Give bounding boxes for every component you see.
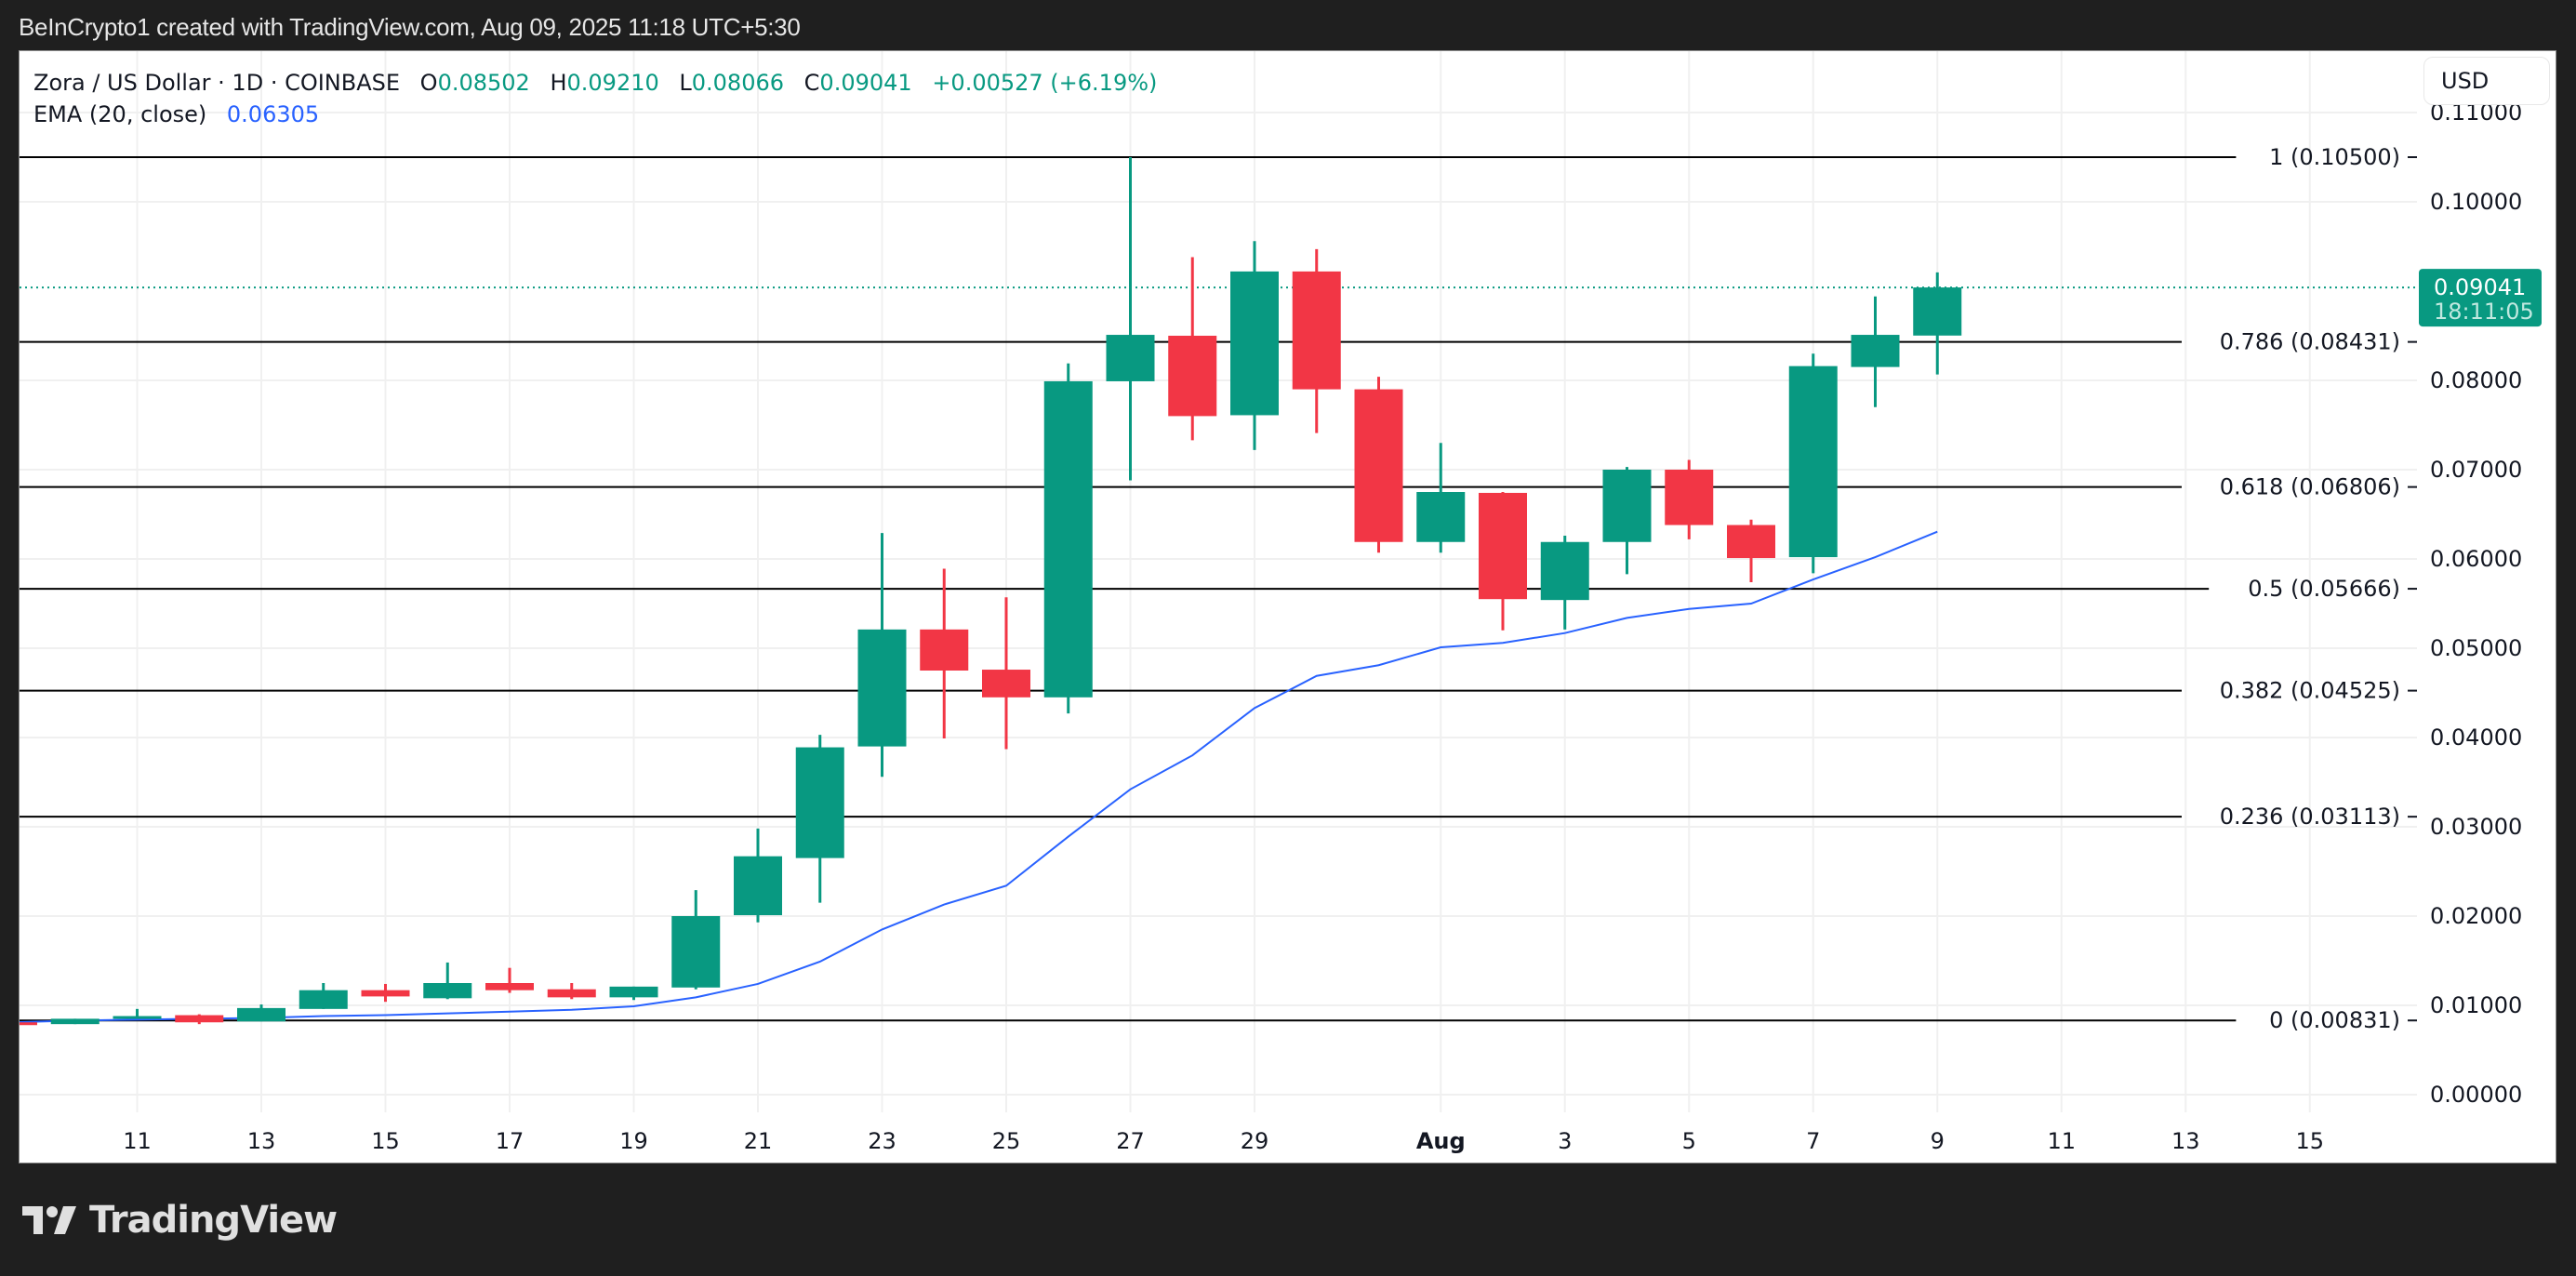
x-axis-label: 11 — [2047, 1128, 2076, 1154]
x-axis-label: 27 — [1116, 1128, 1145, 1154]
currency-button[interactable]: USD — [2423, 57, 2550, 105]
low-value: 0.08066 — [691, 70, 785, 96]
candle-up[interactable] — [671, 916, 721, 988]
x-axis-label: 21 — [744, 1128, 773, 1154]
x-axis-label: 19 — [619, 1128, 648, 1154]
candle-down[interactable] — [1292, 271, 1341, 390]
x-axis-label: 17 — [496, 1128, 524, 1154]
fib-level-label: 0.5 (0.05666) — [2248, 576, 2400, 602]
candlestick-chart[interactable]: 0.00000 0.01000 0.02000 0.03000 0.04000 0.050… — [20, 51, 2556, 1163]
close-value: 0.09041 — [819, 70, 912, 96]
fib-level-label: 0.382 (0.04525) — [2220, 678, 2400, 704]
candle-up[interactable] — [423, 983, 472, 999]
chart-legend: Zora / US Dollar · 1D · COINBASE O0.0850… — [33, 67, 1157, 130]
fib-level-label: 0.236 (0.03113) — [2220, 804, 2400, 830]
y-axis-label: 0.00000 — [2430, 1082, 2522, 1108]
x-axis-label: 11 — [123, 1128, 152, 1154]
candle-up[interactable] — [299, 990, 348, 1009]
candle-up[interactable] — [734, 856, 782, 916]
candle-up[interactable] — [1230, 271, 1279, 416]
high-label: H — [550, 70, 567, 96]
candle-down[interactable] — [361, 990, 410, 997]
candle-down[interactable] — [1168, 336, 1217, 417]
candle-down[interactable] — [1479, 492, 1527, 600]
x-axis-label: 9 — [1931, 1128, 1945, 1154]
symbol-row: Zora / US Dollar · 1D · COINBASE O0.0850… — [33, 67, 1157, 99]
y-axis-label: 0.05000 — [2430, 635, 2522, 661]
candle-up[interactable] — [1913, 287, 1962, 336]
change-value: +0.00527 (+6.19%) — [932, 70, 1158, 96]
candle-countdown: 18:11:05 — [2434, 299, 2534, 325]
open-label: O — [419, 70, 438, 96]
y-axis-label: 0.04000 — [2430, 724, 2522, 751]
y-axis-label: 0.01000 — [2430, 992, 2522, 1018]
high-value: 0.09210 — [566, 70, 659, 96]
chart-panel[interactable]: 0.00000 0.01000 0.02000 0.03000 0.04000 0.050… — [19, 50, 2556, 1163]
candle-up[interactable] — [1043, 380, 1093, 698]
x-axis-label: 13 — [2171, 1128, 2200, 1154]
y-axis-label: 0.06000 — [2430, 546, 2522, 572]
low-label: L — [679, 70, 692, 96]
candle-up[interactable] — [1106, 335, 1155, 381]
x-axis-label: 23 — [868, 1128, 896, 1154]
candle-up[interactable] — [795, 747, 844, 858]
x-axis-label: Aug — [1416, 1128, 1466, 1154]
x-axis-label: 15 — [2295, 1128, 2324, 1154]
x-axis-label: 7 — [1806, 1128, 1820, 1154]
candle-up[interactable] — [1788, 366, 1838, 558]
candle-up[interactable] — [1540, 541, 1589, 601]
fib-level-label: 0.618 (0.06806) — [2220, 474, 2400, 500]
candle-up[interactable] — [50, 1018, 100, 1025]
symbol-title[interactable]: Zora / US Dollar · 1D · COINBASE — [33, 70, 401, 96]
candle-up[interactable] — [1602, 470, 1652, 542]
ema-value: 0.06305 — [226, 101, 320, 127]
tradingview-logo-icon — [22, 1206, 76, 1234]
y-axis-label: 0.07000 — [2430, 457, 2522, 483]
x-axis-label: 5 — [1682, 1128, 1696, 1154]
close-label: C — [803, 70, 820, 96]
candle-down[interactable] — [920, 629, 969, 671]
x-axis-label: 3 — [1558, 1128, 1572, 1154]
x-axis-label: 15 — [371, 1128, 400, 1154]
candle-down[interactable] — [485, 983, 534, 990]
tradingview-wordmark: TradingView — [89, 1199, 338, 1242]
y-axis-label: 0.10000 — [2430, 189, 2522, 215]
candle-up[interactable] — [609, 986, 658, 998]
candle-down[interactable] — [547, 989, 596, 998]
fib-level-label: 0.786 (0.08431) — [2220, 329, 2400, 355]
ema-line[interactable] — [20, 530, 1938, 1024]
fib-level-label: 0 (0.00831) — [2269, 1007, 2400, 1033]
last-price-badge — [2419, 269, 2542, 327]
candle-down[interactable] — [1727, 525, 1775, 559]
x-axis-label: 13 — [247, 1128, 276, 1154]
candle-up[interactable] — [1851, 335, 1900, 367]
candle-down[interactable] — [1665, 470, 1714, 525]
ema-row: EMA (20, close) 0.06305 — [33, 99, 1157, 130]
candle-down[interactable] — [175, 1015, 224, 1023]
y-axis-label: 0.08000 — [2430, 367, 2522, 393]
ema-label[interactable]: EMA (20, close) — [33, 101, 207, 127]
candle-up[interactable] — [237, 1007, 285, 1022]
candle-down[interactable] — [1354, 389, 1403, 542]
candle-down[interactable] — [20, 1022, 37, 1026]
candle-down[interactable] — [982, 670, 1030, 698]
x-axis-label: 25 — [992, 1128, 1021, 1154]
candle-up[interactable] — [857, 629, 907, 747]
x-axis-label: 29 — [1241, 1128, 1269, 1154]
y-axis-label: 0.02000 — [2430, 903, 2522, 929]
candle-up[interactable] — [1416, 492, 1466, 542]
fib-level-label: 1 (0.10500) — [2269, 144, 2400, 170]
last-price-value: 0.09041 — [2434, 274, 2526, 300]
chart-attribution: BeInCrypto1 created with TradingView.com… — [19, 13, 801, 41]
candle-up[interactable] — [113, 1016, 162, 1019]
tradingview-logo[interactable]: TradingView — [22, 1199, 338, 1242]
open-value: 0.08502 — [437, 70, 530, 96]
y-axis-label: 0.03000 — [2430, 814, 2522, 840]
